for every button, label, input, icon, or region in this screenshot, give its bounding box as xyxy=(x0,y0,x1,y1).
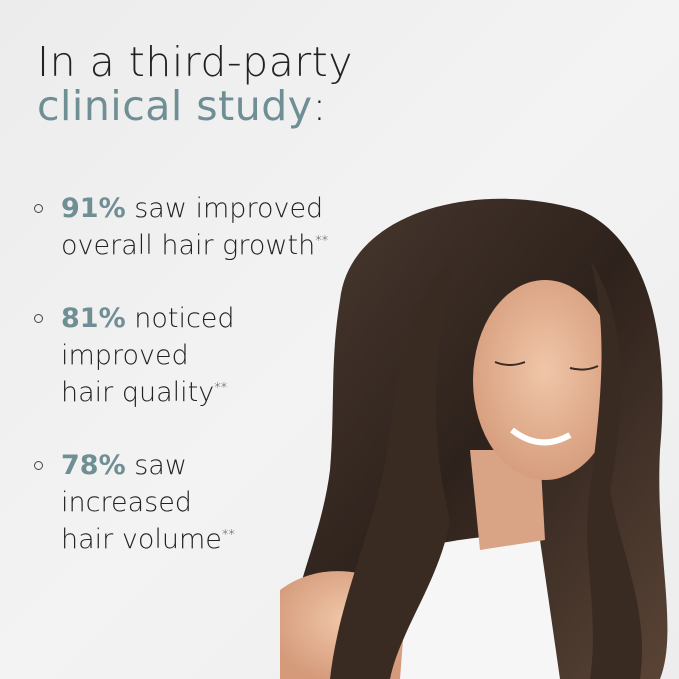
smile xyxy=(510,427,572,446)
bullet-circle-icon xyxy=(34,461,43,470)
hair-front-right xyxy=(587,260,643,679)
stat-percent: 78% xyxy=(61,450,126,481)
headline-colon: : xyxy=(312,82,327,130)
white-top xyxy=(400,535,560,679)
stats-list: 91% saw improved overall hair growth** 8… xyxy=(34,190,391,594)
stat-text: overall hair growth xyxy=(61,230,316,261)
footnote-mark: ** xyxy=(214,381,228,396)
woman-portrait-photo xyxy=(280,198,668,679)
hair-front-left xyxy=(330,250,460,679)
stat-text: increased xyxy=(61,487,192,518)
stat-text: hair quality xyxy=(61,377,215,408)
stat-percent: 91% xyxy=(61,193,126,224)
stat-item-growth: 91% saw improved overall hair growth** xyxy=(34,190,391,264)
footnote-mark: ** xyxy=(221,528,235,543)
eye-left xyxy=(494,361,526,366)
eye-right xyxy=(569,365,599,371)
stat-text: noticed xyxy=(125,303,235,334)
stat-text: saw xyxy=(125,450,187,481)
stat-item-volume: 78% saw increased hair volume** xyxy=(34,447,391,558)
headline: In a third-party clinical study: xyxy=(37,40,353,128)
bullet-circle-icon xyxy=(34,314,43,323)
stat-percent: 81% xyxy=(61,303,126,334)
headline-line2: clinical study: xyxy=(37,84,353,128)
face xyxy=(473,280,617,480)
headline-line1: In a third-party xyxy=(37,38,354,86)
bullet-circle-icon xyxy=(34,204,43,213)
headline-accent: clinical study xyxy=(37,82,313,130)
stat-item-quality: 81% noticed improved hair quality** xyxy=(34,300,391,411)
stat-text: saw improved xyxy=(125,193,324,224)
stat-text: hair volume xyxy=(61,524,222,555)
footnote-mark: ** xyxy=(315,234,329,249)
stat-text: improved xyxy=(61,340,189,371)
